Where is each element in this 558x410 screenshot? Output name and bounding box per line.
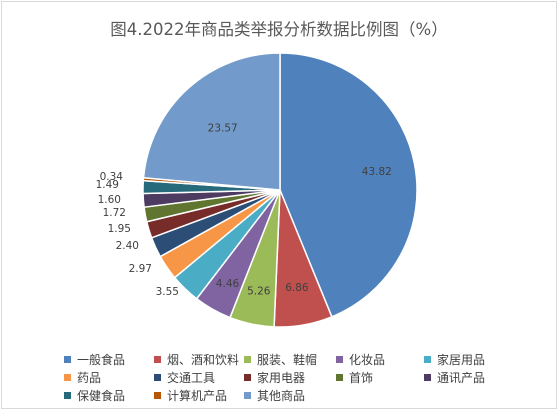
legend-item-3: 化妆品: [336, 351, 424, 368]
legend-swatch-9: [424, 374, 431, 381]
chart-title: 图4.2022年商品类举报分析数据比例图（%）: [110, 20, 448, 39]
legend-label-7: 家用电器: [257, 371, 306, 385]
data-label-11: 0.34: [100, 171, 124, 183]
legend-swatch-12: [244, 392, 251, 399]
legend-label-12: 其他商品: [257, 389, 306, 403]
legend-swatch-2: [244, 356, 251, 363]
legend-item-1: 烟、酒和饮料: [154, 351, 244, 368]
data-label-5: 2.97: [129, 263, 152, 275]
legend-label-10: 保健食品: [77, 389, 126, 403]
legend-label-3: 化妆品: [349, 353, 386, 367]
legend-label-9: 通讯产品: [437, 371, 486, 385]
legend-item-12: 其他商品: [244, 387, 336, 404]
data-label-3: 4.46: [216, 278, 240, 290]
legend-item-7: 家用电器: [244, 369, 336, 386]
legend-item-11: 计算机产品: [154, 387, 244, 404]
legend-item-5: 药品: [64, 369, 154, 386]
data-label-1: 6.86: [285, 282, 309, 294]
legend-label-8: 首饰: [349, 371, 374, 385]
legend-label-11: 计算机产品: [167, 389, 228, 403]
legend-label-4: 家居用品: [437, 353, 486, 367]
legend-swatch-5: [64, 374, 71, 381]
legend-item-9: 通讯产品: [424, 369, 514, 386]
data-label-6: 2.40: [116, 240, 139, 252]
legend-item-8: 首饰: [336, 369, 424, 386]
legend-item-4: 家居用品: [424, 351, 514, 368]
data-label-4: 3.55: [156, 286, 179, 298]
legend-swatch-7: [244, 374, 251, 381]
data-label-8: 1.72: [103, 207, 126, 219]
legend-swatch-8: [336, 374, 343, 381]
legend-swatch-4: [424, 356, 431, 363]
legend-swatch-3: [336, 356, 343, 363]
legend-label-2: 服装、鞋帽: [257, 353, 318, 367]
pie-slice-12: [142, 52, 281, 191]
data-label-0: 43.82: [362, 166, 392, 178]
legend-item-0: 一般食品: [64, 351, 154, 368]
pie-slice-0: [279, 52, 418, 318]
legend-label-0: 一般食品: [77, 353, 126, 367]
chart-legend: 一般食品 烟、酒和饮料 服装、鞋帽 化妆品 家居用品药品 交通工具 家用电器 首饰 通讯产品保健…: [64, 351, 534, 404]
legend-swatch-6: [154, 374, 161, 381]
legend-item-2: 服装、鞋帽: [244, 351, 336, 368]
data-label-2: 5.26: [247, 286, 271, 298]
legend-swatch-11: [154, 392, 161, 399]
legend-label-5: 药品: [77, 371, 102, 385]
legend-item-10: 保健食品: [64, 387, 154, 404]
data-label-10: 1.49: [96, 179, 119, 191]
data-label-12: 23.57: [208, 122, 238, 134]
legend-swatch-10: [64, 392, 71, 399]
legend-label-1: 烟、酒和饮料: [167, 353, 240, 367]
legend-label-6: 交通工具: [167, 371, 216, 385]
data-label-7: 1.95: [108, 223, 131, 235]
legend-item-6: 交通工具: [154, 369, 244, 386]
legend-swatch-1: [154, 356, 161, 363]
legend-swatch-0: [64, 356, 71, 363]
data-label-9: 1.60: [98, 194, 121, 206]
